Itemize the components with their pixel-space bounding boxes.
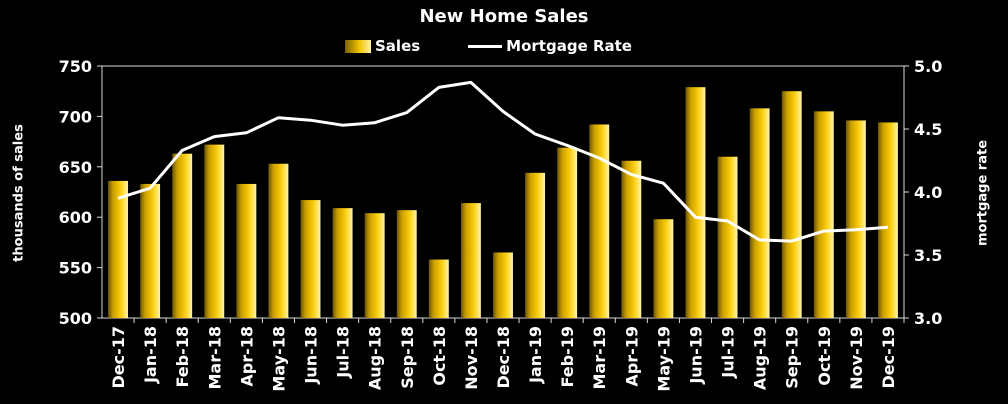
- bar-sales: [845, 120, 866, 318]
- y-right-tick-label: 4.0: [914, 183, 942, 202]
- x-tick-label: Dec-19: [879, 326, 898, 389]
- x-tick-label: Nov-19: [847, 326, 866, 390]
- legend: Sales Mortgage Rate: [345, 36, 632, 56]
- y-left-tick-label: 750: [59, 57, 92, 76]
- bar-sales: [236, 183, 257, 318]
- x-tick-label: Feb-18: [173, 326, 192, 388]
- x-tick-label: Jul-18: [334, 326, 353, 379]
- bar-sales: [204, 144, 225, 318]
- bar-sales: [717, 156, 738, 318]
- x-tick-label: Sep-19: [783, 326, 802, 389]
- bar-sales: [589, 124, 610, 319]
- x-tick-label: Sep-18: [398, 326, 417, 389]
- bar-sales: [364, 213, 385, 318]
- y-right-tick-label: 3.0: [914, 309, 942, 328]
- bar-sales: [749, 108, 770, 318]
- x-tick-label: Jun-19: [686, 326, 705, 385]
- x-tick-label: Aug-18: [366, 326, 385, 390]
- bar-sales: [108, 180, 128, 318]
- bar-sales: [268, 163, 289, 318]
- x-tick-label: Oct-18: [430, 326, 449, 386]
- y-left-tick-label: 600: [59, 208, 92, 227]
- y-left-tick-label: 700: [59, 107, 92, 126]
- x-tick-label: Oct-19: [815, 326, 834, 386]
- bar-sales: [332, 208, 353, 318]
- bar-sales: [428, 259, 449, 318]
- bar-sales: [813, 111, 834, 318]
- x-tick-label: Mar-19: [590, 326, 609, 390]
- x-tick-label: Jun-18: [302, 326, 321, 385]
- y-left-tick-label: 500: [59, 309, 92, 328]
- x-tick-label: Mar-18: [205, 326, 224, 390]
- legend-sales-swatch: [345, 39, 371, 53]
- x-tick-label: Jan-19: [526, 326, 545, 384]
- bar-sales: [140, 183, 161, 318]
- x-tick-label: Jan-18: [141, 326, 160, 384]
- y-right-tick-label: 4.5: [914, 120, 942, 139]
- bar-sales: [621, 160, 642, 318]
- bar-sales: [557, 147, 578, 318]
- legend-sales-label: Sales: [375, 37, 421, 55]
- y-left-tick-label: 650: [59, 158, 92, 177]
- x-tick-label: Apr-19: [622, 326, 641, 387]
- bar-sales: [493, 252, 513, 318]
- bar-sales: [781, 91, 802, 318]
- x-tick-label: May-19: [654, 326, 673, 392]
- bar-sales: [685, 87, 706, 318]
- x-tick-label: Apr-18: [237, 326, 256, 387]
- bar-sales: [653, 219, 674, 318]
- bar-sales: [878, 122, 898, 318]
- bar-sales: [396, 210, 417, 318]
- legend-rate-label: Mortgage Rate: [506, 37, 632, 55]
- x-tick-label: Dec-17: [109, 326, 128, 389]
- chart-title: New Home Sales: [419, 6, 589, 27]
- bar-sales: [172, 153, 193, 318]
- y-right-tick-label: 3.5: [914, 246, 942, 265]
- bar-sales: [460, 203, 481, 318]
- x-tick-label: Feb-19: [558, 326, 577, 388]
- x-tick-label: Aug-19: [751, 326, 770, 390]
- x-tick-label: May-18: [269, 326, 288, 392]
- y-right-tick-label: 5.0: [914, 57, 942, 76]
- line-mortgage-rate: [117, 80, 889, 243]
- x-tick-label: Dec-18: [494, 326, 513, 389]
- legend-rate-swatch: [468, 44, 503, 48]
- x-tick-label: Nov-18: [462, 326, 481, 390]
- bar-sales: [525, 172, 546, 318]
- y-left-tick-label: 550: [59, 259, 92, 278]
- bar-sales: [300, 200, 321, 318]
- x-tick-label: Jul-19: [719, 326, 738, 379]
